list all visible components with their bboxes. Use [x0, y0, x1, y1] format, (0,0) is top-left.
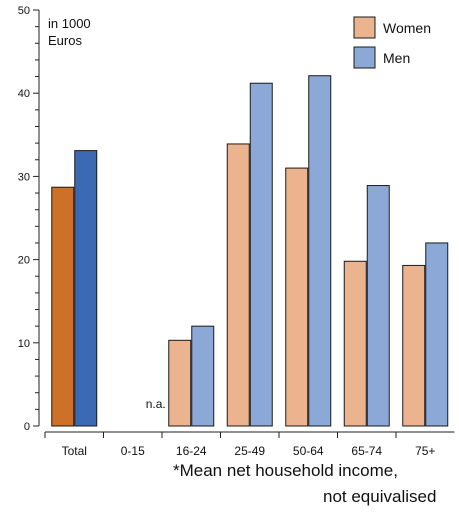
x-tick-label: 25-49 — [234, 444, 265, 458]
y-tick-label: 20 — [18, 255, 30, 267]
bar-men-16-24 — [191, 325, 215, 427]
y-tick-label: 30 — [18, 171, 30, 183]
bar-layer — [51, 75, 449, 427]
bar-women-16-24 — [168, 339, 192, 427]
bar-women-50-64 — [285, 167, 309, 427]
x-tick-label: Total — [62, 444, 87, 458]
y-tick-label: 0 — [24, 421, 30, 433]
bar-women-Total — [51, 186, 75, 427]
legend-swatch-men — [353, 46, 376, 69]
bar-men-25-49 — [249, 82, 273, 427]
footnote-line: *Mean net household income, — [173, 461, 398, 480]
y-unit-label: in 1000 Euros — [48, 16, 91, 48]
legend: Women Men — [353, 16, 431, 69]
bar-women-65-74 — [343, 260, 367, 427]
missing-data-label: n.a. — [146, 397, 166, 411]
footnote: *Mean net household income, not equivalis… — [173, 461, 436, 506]
bar-women-25-49 — [226, 143, 250, 427]
legend-label-men: Men — [383, 50, 410, 66]
x-tick-label: 65-74 — [351, 444, 382, 458]
x-tick-label: 16-24 — [176, 444, 207, 458]
legend-swatch-women — [353, 16, 376, 39]
axis-layer: 0 10 20 30 40 50 Total 0-15 16-24 25-49 50-64 65-74… — [18, 5, 455, 458]
bar-men-75+ — [425, 242, 449, 427]
footnote-line: not equivalised — [323, 487, 436, 506]
x-tick-label: 75+ — [415, 444, 435, 458]
y-tick-label: 10 — [18, 338, 30, 350]
bar-men-50-64 — [308, 75, 332, 427]
bar-men-65-74 — [366, 185, 390, 427]
label-layer: in 1000 Euros n.a. — [48, 16, 166, 411]
bar-women-75+ — [402, 264, 426, 427]
y-tick-label: 50 — [18, 5, 30, 17]
y-tick-label: 40 — [18, 88, 30, 100]
legend-label-women: Women — [383, 20, 431, 36]
bar-men-Total — [74, 150, 98, 427]
x-tick-label: 50-64 — [293, 444, 324, 458]
x-tick-label: 0-15 — [121, 444, 145, 458]
